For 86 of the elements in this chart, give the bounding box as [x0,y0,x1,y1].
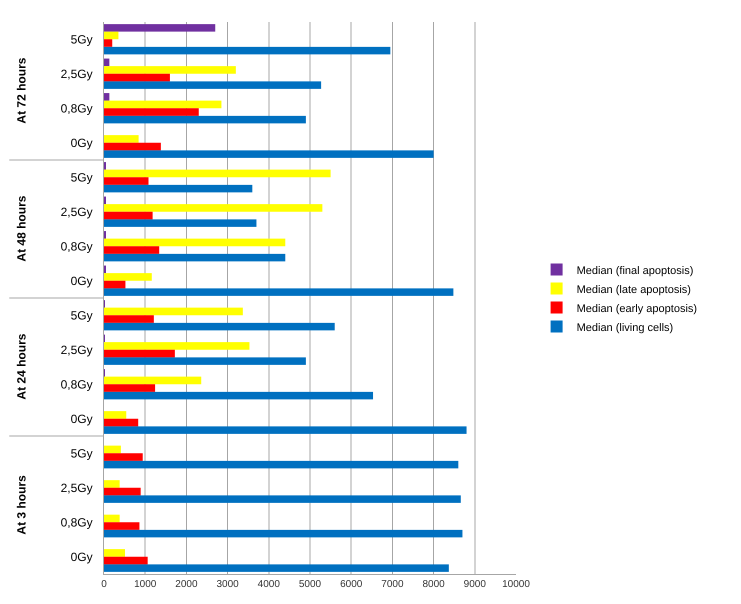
bar [104,32,118,40]
bar [104,322,335,330]
bar [104,219,256,227]
bar [104,273,152,281]
y-tick-label: 0Gy [70,274,93,288]
bar [104,426,467,434]
y-tick-label: 5Gy [70,170,93,184]
y-tick-label: 0,8Gy [60,377,93,392]
bar [104,135,139,143]
y-tick-label: 5Gy [70,446,93,460]
bar [104,93,110,101]
bar [104,142,161,150]
bar [104,150,434,158]
bar [104,170,331,178]
bar [104,108,199,116]
bar [104,376,202,384]
y-tick-label: 2,5Gy [60,480,93,495]
bar [104,384,156,392]
y-tick-label: 0Gy [70,550,93,564]
bar [104,460,458,468]
bar [104,342,250,350]
bar [104,564,449,572]
text: At 72 hours [14,57,29,124]
legend-label: Median (early apoptosis) [576,302,698,315]
bar [104,556,148,564]
x-tick-label: 9000 [464,579,486,590]
y-tick-label: 0Gy [70,136,93,150]
bar [104,514,120,522]
bar [104,66,236,74]
legend-label: Median (living cells) [576,322,674,334]
y-tick-label: 5Gy [70,32,93,46]
bar [104,58,110,66]
bar [104,81,322,89]
text: At 3 hours [14,474,29,535]
bar [104,116,306,124]
y-tick-label: 0Gy [70,412,93,426]
x-tick-label: 0 [101,579,108,590]
bar [104,480,120,488]
bar [104,280,126,288]
bar [104,418,138,426]
y-tick-label: 0,8Gy [60,515,93,530]
x-tick-label: 7000 [381,579,404,590]
bar [104,522,140,530]
bar [104,212,153,220]
bar [104,357,306,365]
y-tick-label: 2,5Gy [60,204,93,219]
bar [104,495,461,503]
legend-label: Median (late apoptosis) [576,284,691,296]
x-tick-label: 3000 [216,579,240,590]
bar [104,411,126,419]
bar [104,254,286,262]
bar [104,184,252,192]
bar [104,530,462,538]
bar [104,392,374,400]
bar [104,39,112,47]
y-tick-label: 0,8Gy [60,239,93,254]
legend-label: Median (final apoptosis) [576,264,694,277]
bar [104,238,286,246]
bar [104,308,243,316]
bar [104,177,148,185]
x-tick-label: 1000 [134,579,157,590]
bar [104,24,216,32]
bar [104,315,154,323]
y-tick-label: 2,5Gy [60,66,93,81]
text: At 48 hours [14,195,29,262]
bar [104,246,160,254]
bar [104,488,141,496]
x-tick-label: 4000 [258,579,280,590]
y-tick-label: 0,8Gy [60,101,93,116]
bar [104,288,454,296]
bar [104,204,322,212]
x-tick-label: 10000 [502,579,530,590]
x-tick-label: 8000 [422,579,446,590]
bar [104,100,222,108]
text: At 24 hours [14,333,29,400]
y-tick-label: 5Gy [70,308,93,322]
bar [104,446,121,454]
x-tick-label: 6000 [340,579,363,590]
bar [104,74,170,82]
bar [104,453,143,461]
x-tick-label: 5000 [298,579,322,590]
bar [104,46,390,54]
bar [104,549,126,557]
bar [104,350,175,358]
x-tick-label: 2000 [175,579,198,590]
y-tick-label: 2,5Gy [60,342,93,357]
